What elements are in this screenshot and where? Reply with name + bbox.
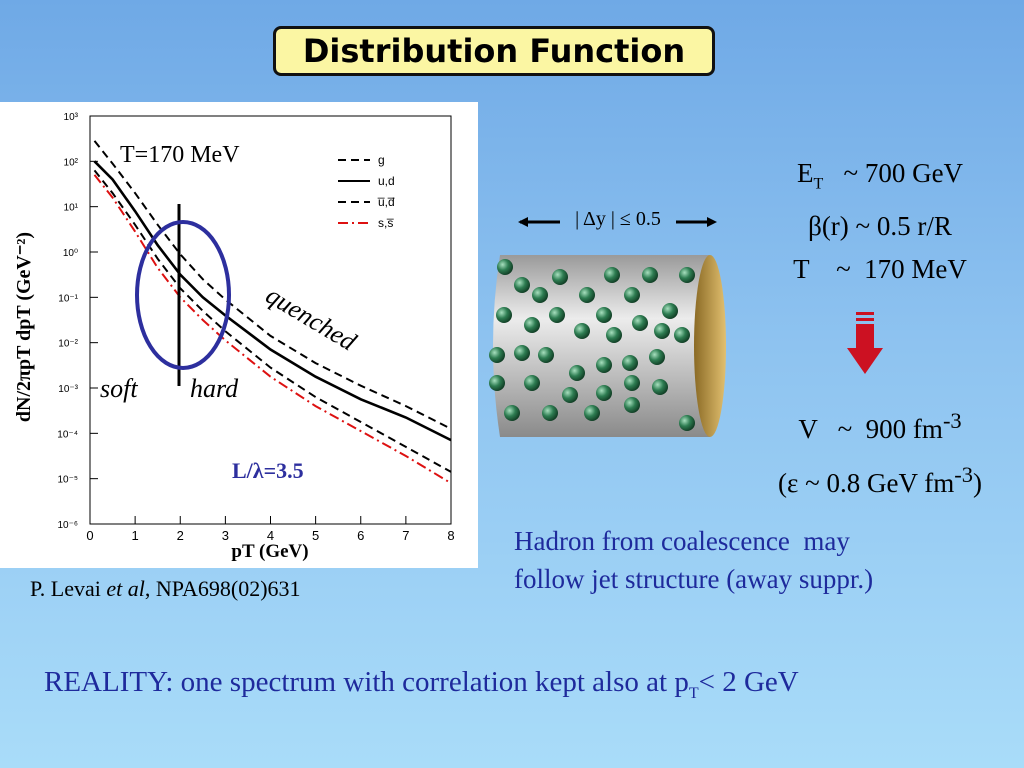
particle xyxy=(574,323,590,339)
particle xyxy=(604,267,620,283)
quenched-label: quenched xyxy=(261,280,362,357)
hard-label: hard xyxy=(190,374,239,403)
particle xyxy=(662,303,678,319)
particle xyxy=(679,415,695,431)
x-tick-label: 6 xyxy=(357,528,364,543)
citation-author: P. Levai xyxy=(30,576,107,601)
cylinder-end-cap xyxy=(694,255,726,437)
legend-label: g xyxy=(378,153,385,167)
particle xyxy=(524,375,540,391)
y-tick-label: 10⁻⁶ xyxy=(57,520,78,531)
particle xyxy=(504,405,520,421)
particle xyxy=(538,347,554,363)
citation: P. Levai et al, NPA698(02)631 xyxy=(30,576,301,602)
particle xyxy=(652,379,668,395)
particle xyxy=(579,287,595,303)
spectrum-plot: 10³ 10² 10¹ 10⁰ 10⁻¹ 10⁻² 10⁻³ 10⁻⁴ 10⁻⁵ 10⁻⁶ 0 1 2… xyxy=(13,112,455,562)
rapidity-arrows xyxy=(518,217,717,227)
particle xyxy=(596,385,612,401)
particle xyxy=(622,355,638,371)
beta-line: β(r) ~ 0.5 r/R xyxy=(808,211,952,242)
temperature-label: T=170 MeV xyxy=(120,142,240,168)
y-tick-label: 10² xyxy=(64,157,79,168)
particle xyxy=(596,357,612,373)
rapidity-label: | Δy | ≤ 0.5 xyxy=(575,208,661,230)
x-tick-label: 3 xyxy=(222,528,229,543)
volume-line: V ~ 900 fm-3 xyxy=(798,408,962,444)
x-axis-label: pT (GeV) xyxy=(231,541,308,562)
particle xyxy=(562,387,578,403)
particle xyxy=(584,405,600,421)
particle xyxy=(552,269,568,285)
transition-ellipse xyxy=(135,220,231,370)
y-tick-label: 10⁻¹ xyxy=(58,293,78,304)
y-tick-label: 10⁻⁴ xyxy=(57,429,78,440)
reality-statement: REALITY: one spectrum with correlation k… xyxy=(44,666,799,702)
y-tick-label: 10⁻² xyxy=(58,339,78,350)
y-tick-label: 10¹ xyxy=(64,203,79,214)
ratio-label: L/λ=3.5 xyxy=(232,458,304,483)
particle xyxy=(489,347,505,363)
citation-ref: , NPA698(02)631 xyxy=(144,576,301,601)
y-tick-label: 10⁻³ xyxy=(58,384,78,395)
legend-label: s,s̅ xyxy=(378,216,394,230)
volume-block: V ~ 900 fm-3 (ε ~ 0.8 GeV fm-3) xyxy=(740,398,1020,506)
x-tick-label: 5 xyxy=(312,528,319,543)
particle xyxy=(674,327,690,343)
x-tick-label: 4 xyxy=(267,528,274,543)
particle xyxy=(624,287,640,303)
et-line: ET ~ 700 GeV xyxy=(796,158,964,193)
y-tick-label: 10⁻⁵ xyxy=(57,475,78,486)
x-tick-label: 0 xyxy=(86,528,93,543)
y-tick-label: 10⁰ xyxy=(63,248,78,259)
x-tick-label: 2 xyxy=(177,528,184,543)
x-tick-label: 8 xyxy=(447,528,454,543)
particle xyxy=(514,277,530,293)
soft-label: soft xyxy=(100,374,138,403)
particle xyxy=(496,307,512,323)
particle xyxy=(642,267,658,283)
y-axis-label: dN/2πpT dpT (GeV⁻²) xyxy=(13,232,35,422)
particle xyxy=(524,317,540,333)
particle xyxy=(632,315,648,331)
slide-title: Distribution Function xyxy=(273,26,715,76)
particle xyxy=(649,349,665,365)
fireball-cylinder xyxy=(489,255,726,437)
particle xyxy=(654,323,670,339)
x-tick-label: 7 xyxy=(402,528,409,543)
legend-label: u,d xyxy=(378,174,395,188)
particle xyxy=(497,259,513,275)
series-line-1 xyxy=(93,140,452,430)
series-line-3 xyxy=(93,169,452,473)
x-tick-label: 1 xyxy=(132,528,139,543)
citation-etal: et al xyxy=(106,576,145,601)
particle xyxy=(624,375,640,391)
particle xyxy=(514,345,530,361)
particle xyxy=(542,405,558,421)
series-line-4 xyxy=(93,174,452,485)
temperature-line: T ~ 170 MeV xyxy=(793,254,967,285)
particle xyxy=(679,267,695,283)
particle xyxy=(569,365,585,381)
spectrum-plot-panel: 10³ 10² 10¹ 10⁰ 10⁻¹ 10⁻² 10⁻³ 10⁻⁴ 10⁻⁵ 10⁻⁶ 0 1 2… xyxy=(0,102,478,568)
particle xyxy=(624,397,640,413)
y-tick-label: 10³ xyxy=(64,112,79,123)
particle xyxy=(532,287,548,303)
hadron-note: Hadron from coalescence may follow jet s… xyxy=(514,526,874,594)
particle xyxy=(549,307,565,323)
parameters-block: ET ~ 700 GeV β(r) ~ 0.5 r/R T ~ 170 MeV xyxy=(745,152,1015,291)
down-arrow-icon xyxy=(847,312,883,374)
legend-label: u̅,d̅ xyxy=(377,195,395,209)
series-line-2 xyxy=(93,160,452,442)
energy-density-line: (ε ~ 0.8 GeV fm-3) xyxy=(778,462,982,498)
particle xyxy=(489,375,505,391)
particle xyxy=(596,307,612,323)
particle xyxy=(606,327,622,343)
